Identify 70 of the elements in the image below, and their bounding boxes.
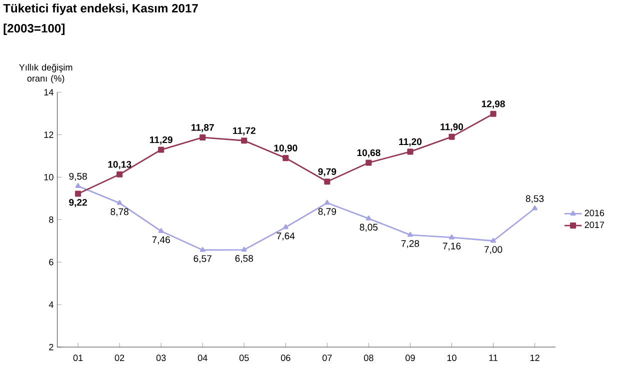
point: [490, 238, 496, 243]
x-tick-label: 12: [530, 354, 540, 361]
x-tick-label: 02: [114, 354, 124, 362]
x-tick-label: 08: [364, 354, 374, 362]
data-label: 10,13: [108, 161, 132, 170]
data-label: 11,87: [192, 124, 214, 132]
data-label: 8,53: [526, 195, 544, 204]
point: [324, 178, 330, 185]
y-tick-label: 10: [44, 174, 54, 180]
point: [116, 200, 122, 205]
y-tick-label: 4: [48, 301, 54, 308]
legend-label: 2017: [584, 222, 604, 228]
data-label: 7,28: [401, 240, 420, 248]
data-label: 8,05: [360, 224, 378, 232]
point: [116, 171, 123, 178]
data-label: 9,58: [69, 172, 87, 181]
data-label: 6,58: [235, 255, 254, 263]
point: [200, 134, 206, 140]
data-label: 10,68: [357, 149, 380, 158]
point: [324, 200, 330, 205]
data-label: 8,79: [318, 208, 336, 216]
point: [448, 134, 455, 140]
y-axis-title: Yıllık değişim oranı (%): [19, 64, 72, 84]
data-label: 6,57: [194, 255, 212, 264]
data-label: 7,64: [276, 232, 295, 240]
x-tick-label: 09: [406, 354, 415, 362]
point: [407, 148, 414, 155]
point: [449, 234, 454, 240]
y-tick-label: 6: [49, 258, 54, 266]
point: [532, 205, 538, 210]
data-label: 11,20: [399, 138, 422, 146]
data-label: 9,22: [69, 198, 87, 208]
y-tick-label: 12: [44, 132, 54, 138]
x-tick-label: 01: [73, 354, 83, 362]
point: [241, 246, 247, 252]
data-label: 7,00: [484, 246, 502, 254]
point: [282, 155, 289, 162]
data-label: 9,79: [318, 168, 336, 176]
data-label: 7,46: [152, 236, 170, 244]
point: [366, 216, 372, 220]
point: [408, 232, 413, 237]
x-tick-label: 10: [447, 354, 456, 362]
point: [158, 146, 164, 153]
data-label: 11,29: [150, 136, 172, 145]
x-tick-label: 07: [322, 354, 332, 362]
point: [241, 138, 248, 144]
data-label: 11,72: [233, 127, 256, 136]
point: [490, 110, 496, 117]
point: [75, 190, 82, 197]
data-label: 10,90: [274, 144, 298, 153]
data-label: 7,16: [442, 242, 461, 251]
chart-subtitle: [2003=100]: [4, 24, 64, 35]
data-label: 12,98: [482, 100, 505, 109]
chart-title: Tüketici fiyat endeksi, Kasım 2017: [3, 4, 198, 15]
point: [158, 228, 164, 233]
x-tick-label: 04: [198, 354, 208, 362]
point: [366, 160, 372, 166]
x-tick-label: 06: [280, 354, 290, 362]
x-tick-label: 11: [489, 354, 498, 361]
data-label: 8,78: [110, 208, 128, 216]
point: [200, 246, 206, 252]
y-tick-label: 8: [49, 216, 54, 223]
y-tick-label: 2: [49, 344, 54, 350]
y-tick-label: 14: [44, 89, 54, 96]
x-tick-label: 03: [156, 354, 166, 362]
legend-label: 2016: [584, 210, 604, 216]
data-label: 11,90: [440, 123, 464, 132]
point: [282, 224, 288, 230]
x-tick-label: 05: [239, 354, 249, 362]
point: [75, 183, 81, 188]
